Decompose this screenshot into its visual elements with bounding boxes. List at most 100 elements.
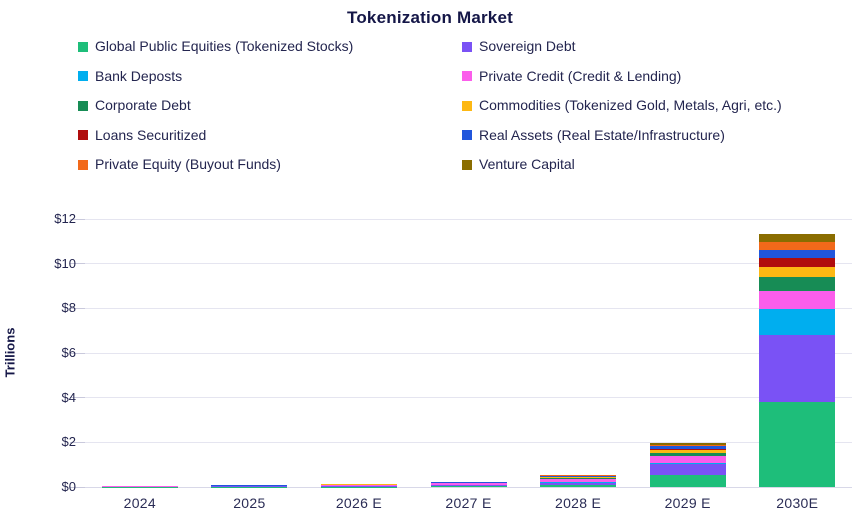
bar-segment bbox=[759, 335, 836, 403]
y-tick-mark bbox=[70, 263, 85, 265]
bar-segment bbox=[320, 485, 397, 487]
legend-item: Sovereign Debt bbox=[462, 38, 576, 54]
bar-segment bbox=[649, 444, 726, 446]
stacked-bar-2029E bbox=[649, 442, 726, 487]
bar-segment bbox=[540, 478, 617, 479]
legend-swatch-icon bbox=[462, 41, 472, 52]
legend-item: Global Public Equities (Tokenized Stocks… bbox=[78, 38, 462, 54]
bar-slot bbox=[633, 219, 743, 487]
y-tick-label: $4 bbox=[61, 389, 76, 405]
gridline bbox=[85, 486, 852, 488]
stacked-bar-2025 bbox=[211, 485, 288, 487]
bar-segment bbox=[759, 258, 836, 268]
bar-segment bbox=[540, 485, 617, 487]
bar-segment bbox=[649, 449, 726, 454]
bar-segment bbox=[649, 455, 726, 463]
stacked-bar-2028E bbox=[540, 474, 617, 487]
bar-slot bbox=[523, 219, 633, 487]
bar-segment bbox=[649, 449, 726, 450]
legend-label: Private Credit (Credit & Lending) bbox=[479, 67, 682, 84]
legend-swatch-icon bbox=[78, 41, 88, 52]
y-tick-label: $12 bbox=[54, 211, 76, 226]
chart-area: Trillions $0 $2 $4 $6 $8 $10 $12 2024 2025 2026 … bbox=[0, 205, 860, 523]
legend-item: Real Assets (Real Estate/Infrastructure) bbox=[462, 127, 725, 143]
gridline bbox=[85, 352, 852, 354]
legend-item: Corporate Debt bbox=[78, 97, 462, 113]
bar-segment bbox=[649, 453, 726, 456]
gridline bbox=[85, 307, 852, 309]
x-axis-labels: 2024 2025 2026 E 2027 E 2028 E 2029 E 2030E bbox=[85, 495, 852, 511]
bar-slot bbox=[742, 219, 852, 487]
legend-label: Bank Deposts bbox=[95, 67, 183, 84]
x-tick-label: 2030E bbox=[776, 495, 819, 511]
bar-segment bbox=[540, 482, 617, 486]
legend-label: Commodities (Tokenized Gold, Metals, Agr… bbox=[479, 97, 782, 113]
stacked-bar-2026E bbox=[320, 483, 397, 487]
y-tick-mark bbox=[70, 486, 85, 488]
legend-item: Loans Securitized bbox=[78, 127, 462, 143]
legend-row: Private Equity (Buyout Funds) Venture Cap… bbox=[78, 156, 854, 172]
bar-segment bbox=[430, 485, 507, 487]
gridline bbox=[85, 441, 852, 443]
legend-swatch-icon bbox=[78, 71, 88, 81]
bars-plot-area bbox=[85, 219, 852, 487]
bar-segment bbox=[649, 474, 726, 487]
legend-swatch-icon bbox=[462, 100, 472, 111]
legend-item: Private Equity (Buyout Funds) bbox=[78, 156, 462, 172]
legend-swatch-icon bbox=[78, 159, 88, 170]
bar-segment bbox=[430, 486, 507, 487]
legend-row: Corporate Debt Commodities (Tokenized Gol… bbox=[78, 97, 854, 113]
legend-row: Loans Securitized Real Assets (Real Estat… bbox=[78, 127, 854, 143]
y-tick-label: $8 bbox=[61, 300, 76, 316]
gridline bbox=[85, 218, 852, 220]
legend-row: Global Public Equities (Tokenized Stocks… bbox=[78, 38, 854, 54]
bar-segment bbox=[649, 462, 726, 464]
legend-label: Sovereign Debt bbox=[479, 38, 576, 54]
y-tick-label: $2 bbox=[61, 434, 76, 450]
bar-segment bbox=[649, 463, 726, 475]
bar-segment bbox=[759, 267, 836, 278]
y-axis-label: Trillions bbox=[2, 327, 18, 378]
bar-segment bbox=[759, 242, 836, 251]
bar-slot bbox=[85, 219, 195, 487]
bar-segment bbox=[649, 442, 726, 445]
y-tick-label: $10 bbox=[54, 255, 76, 271]
y-tick-label: $6 bbox=[61, 345, 76, 360]
bar-segment bbox=[649, 445, 726, 450]
x-tick-label: 2026 E bbox=[335, 495, 383, 511]
bar-segment bbox=[540, 478, 617, 483]
legend-swatch-icon bbox=[78, 130, 88, 140]
legend-swatch-icon bbox=[462, 71, 472, 81]
legend-swatch-icon bbox=[462, 159, 472, 170]
chart-title: Tokenization Market bbox=[347, 8, 513, 27]
y-tick-mark bbox=[70, 307, 85, 309]
legend-swatch-icon bbox=[78, 100, 88, 111]
bar-segment bbox=[759, 250, 836, 259]
legend-row: Bank Deposts Private Credit (Credit & Len… bbox=[78, 68, 854, 84]
gridline bbox=[85, 397, 852, 399]
bar-segment bbox=[759, 277, 836, 291]
legend-label: Loans Securitized bbox=[95, 126, 207, 143]
legend-item: Private Credit (Credit & Lending) bbox=[462, 68, 681, 84]
x-tick-label: 2027 E bbox=[445, 495, 492, 511]
bar-slot bbox=[414, 219, 524, 487]
bar-segment bbox=[759, 290, 836, 310]
y-tick-mark bbox=[70, 397, 85, 399]
legend-label: Venture Capital bbox=[479, 156, 575, 172]
legend-swatch-icon bbox=[462, 130, 472, 140]
bar-segment bbox=[540, 477, 617, 479]
legend-label: Real Assets (Real Estate/Infrastructure) bbox=[479, 126, 725, 143]
legend-item: Venture Capital bbox=[462, 156, 575, 172]
y-tick-mark bbox=[70, 441, 85, 443]
x-tick-label: 2025 bbox=[233, 495, 266, 511]
bar-slot bbox=[195, 219, 305, 487]
stacked-bar-2024 bbox=[101, 485, 178, 487]
x-tick-label: 2029 E bbox=[664, 495, 711, 511]
bar-segment bbox=[759, 309, 836, 336]
legend-label: Global Public Equities (Tokenized Stocks… bbox=[95, 38, 354, 54]
y-tick-label: $0 bbox=[61, 479, 76, 494]
legend: Global Public Equities (Tokenized Stocks… bbox=[78, 38, 854, 186]
bar-segment bbox=[430, 483, 507, 486]
stacked-bar-2027E bbox=[430, 481, 507, 487]
legend-item: Bank Deposts bbox=[78, 68, 462, 84]
